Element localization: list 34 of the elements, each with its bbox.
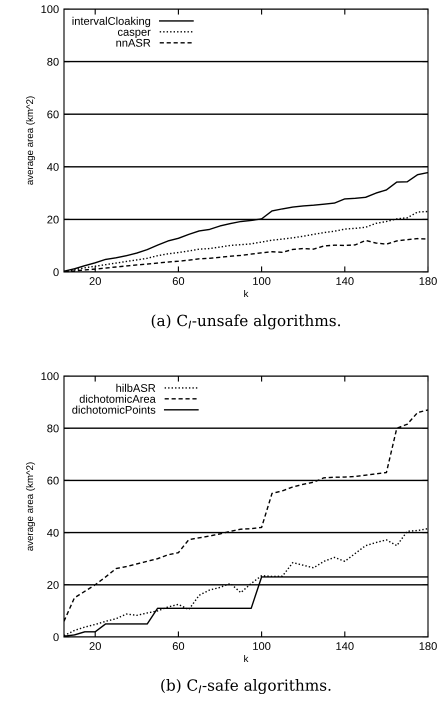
y-tick-label: 40 [47,163,59,171]
x-tick-label: 60 [172,277,184,286]
x-axis-title: k [244,290,248,298]
y-tick-label: 60 [47,110,59,118]
x-tick-label: 100 [253,277,270,286]
y-axis-title: average area (km^2) [26,96,36,185]
legend-label: dichotomicArea [80,394,156,403]
y-tick-label: 80 [47,58,59,66]
text: (a) C$_{I}$-unsafe algorithms. [152,314,340,330]
y-tick-label: 20 [47,216,59,224]
x-tick-label: 180 [420,642,437,650]
x-tick-label: 100 [253,642,270,650]
y-tick-label: 100 [41,5,59,14]
x-tick-label: 140 [336,277,354,286]
x-tick-label: 20 [90,277,101,286]
x-tick-label: 20 [90,642,101,650]
legend-label: casper [118,30,151,38]
y-tick-label: 20 [47,581,59,589]
y-tick-label: 60 [47,476,59,485]
y-axis-title: average area (km^2) [26,462,36,551]
y-tick-label: 40 [47,528,59,537]
y-tick-label: 0 [53,633,59,642]
legend-label: dichotomicPoints [72,406,156,414]
x-tick-label: 60 [172,642,184,650]
x-tick-label: 140 [336,642,354,650]
legend-label: nnASR [116,38,150,47]
legend-label: intervalCloaking [72,16,150,28]
y-tick-label: 100 [41,372,59,380]
text: (b) C$_{I}$-safe algorithms. [161,679,331,694]
legend-label: hilbASR [116,384,156,392]
y-tick-label: 80 [47,424,59,432]
x-axis-title: k [244,654,248,662]
x-tick-label: 180 [420,277,437,286]
y-tick-label: 0 [53,268,59,276]
